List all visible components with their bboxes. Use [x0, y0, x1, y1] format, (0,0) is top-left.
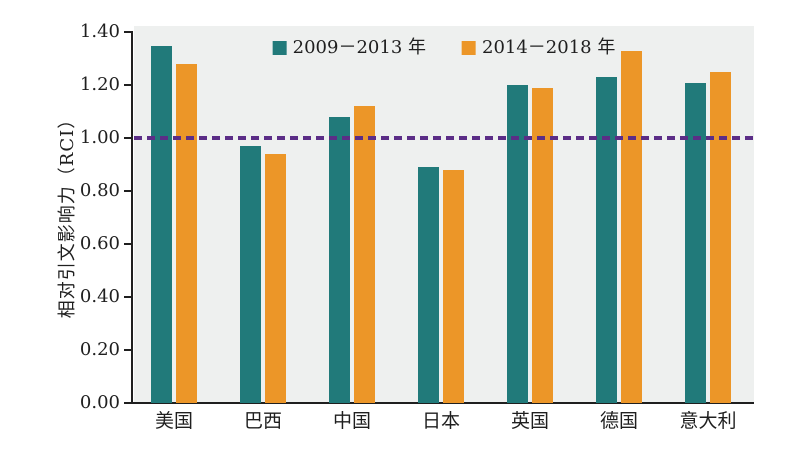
bar-美国-2009－2013 年: [151, 45, 172, 403]
legend: 2009－2013 年 2014－2018 年: [272, 37, 615, 58]
y-tick-mark: [124, 349, 133, 352]
y-tick-label: 0.40: [79, 286, 120, 308]
y-tick-mark: [124, 190, 133, 193]
y-tick-mark: [124, 137, 133, 140]
x-axis-label: 巴西: [243, 410, 282, 432]
y-tick-label: 1.20: [79, 74, 120, 96]
y-tick-label: 0.80: [79, 180, 120, 202]
x-axis-label: 美国: [154, 410, 193, 432]
y-tick-label: 1.40: [79, 21, 120, 43]
bar-美国-2014－2018 年: [176, 64, 197, 403]
y-tick-mark: [124, 31, 133, 34]
bar-巴西-2014－2018 年: [265, 154, 286, 403]
legend-label: 2014－2018 年: [482, 37, 616, 58]
y-tick-mark: [124, 296, 133, 299]
legend-item: 2009－2013 年: [272, 37, 426, 58]
y-tick-mark: [124, 402, 133, 404]
legend-swatch-icon: [462, 41, 476, 55]
y-tick-label: 0.00: [79, 392, 120, 413]
x-axis-label: 德国: [599, 410, 638, 432]
plot-area: 2009－2013 年 2014－2018 年: [134, 26, 754, 403]
bar-德国-2014－2018 年: [621, 50, 642, 403]
x-axis-label: 英国: [510, 410, 549, 432]
bar-德国-2009－2013 年: [596, 77, 617, 403]
bar-日本-2014－2018 年: [443, 170, 464, 403]
bar-意大利-2009－2013 年: [685, 82, 706, 403]
legend-swatch-icon: [272, 41, 287, 55]
y-tick-label: 0.60: [79, 233, 120, 255]
y-tick-label: 0.20: [79, 339, 120, 361]
bar-英国-2014－2018 年: [532, 87, 553, 403]
y-tick-label: 1.00: [79, 127, 120, 149]
y-tick-mark: [124, 243, 133, 246]
legend-label: 2009－2013 年: [292, 37, 426, 58]
x-axis-line: [130, 402, 754, 404]
legend-item: 2014－2018 年: [462, 39, 615, 57]
bar-中国-2014－2018 年: [354, 106, 375, 403]
x-axis-label: 中国: [332, 410, 371, 432]
bar-中国-2009－2013 年: [329, 117, 350, 403]
bar-巴西-2009－2013 年: [240, 146, 261, 403]
bar-英国-2009－2013 年: [507, 85, 528, 403]
x-axis-label: 日本: [421, 410, 460, 432]
x-axis-label: 意大利: [679, 410, 737, 432]
reference-line: [134, 136, 754, 141]
bar-意大利-2014－2018 年: [710, 72, 731, 403]
y-axis-line: [131, 32, 133, 404]
bar-日本-2009－2013 年: [418, 167, 439, 403]
y-tick-mark: [124, 84, 133, 87]
